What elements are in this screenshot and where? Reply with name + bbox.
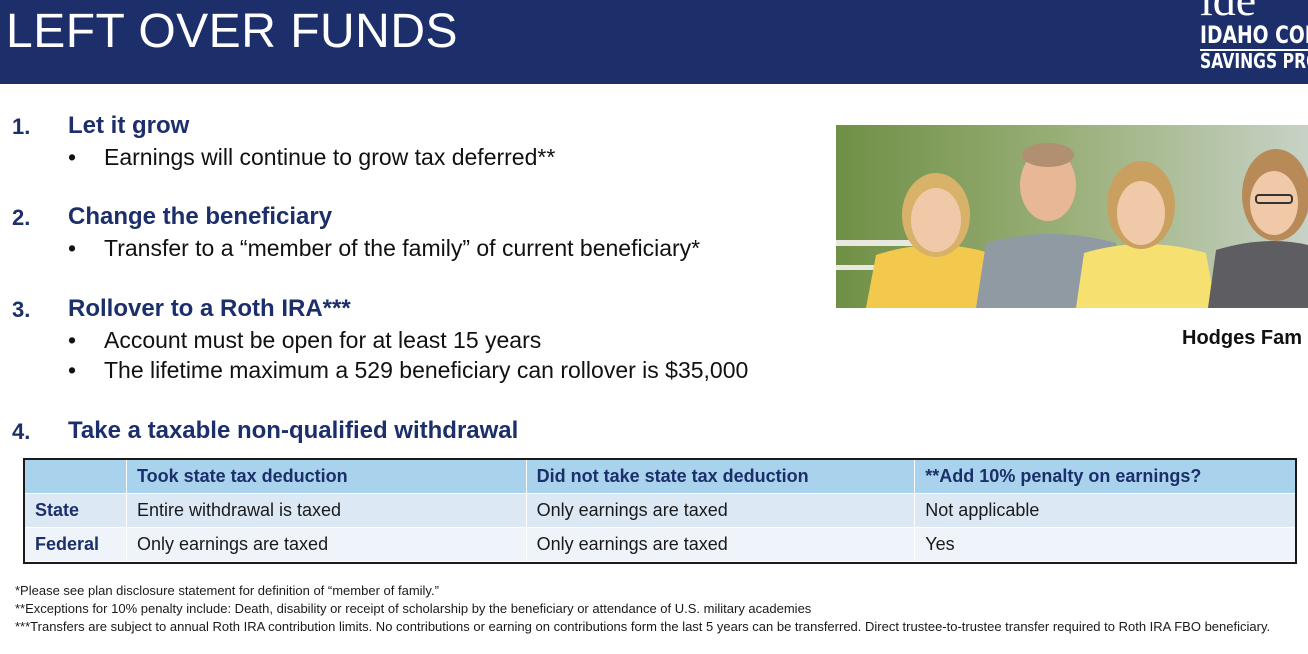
table-cell: Only earnings are taxed	[125, 527, 527, 562]
withdrawal-tax-table: Took state tax deduction Did not take st…	[24, 459, 1296, 562]
option-2-number: 2.	[12, 205, 31, 230]
table-row: State Entire withdrawal is taxed Only ea…	[24, 493, 1296, 528]
logo-mark: ide	[1200, 0, 1256, 23]
table-cell: Only earnings are taxed	[525, 527, 916, 562]
logo-line-1: IDAHO COL	[1200, 21, 1308, 51]
idaho-college-savings-logo: ide IDAHO COL SAVINGS PRO	[1198, 0, 1308, 80]
bullet-icon: •	[68, 235, 77, 261]
table-header-cell: Did not take state tax deduction	[525, 459, 916, 494]
option-3-title: Rollover to a Roth IRA***	[68, 295, 351, 322]
page-title: LEFT OVER FUNDS	[6, 5, 459, 58]
footnote-2: **Exceptions for 10% penalty include: De…	[15, 601, 812, 616]
option-3-number: 3.	[12, 297, 31, 322]
option-2-bullet-1: • Transfer to a “member of the family” of…	[68, 235, 701, 261]
option-4-title: Take a taxable non-qualified withdrawal	[68, 417, 519, 444]
table-cell: Yes	[914, 527, 1296, 562]
option-3-bullet-1: • Account must be open for at least 15 ye…	[68, 327, 542, 353]
table-header-row: Took state tax deduction Did not take st…	[24, 459, 1296, 494]
option-1-title: Let it grow	[68, 112, 190, 139]
table-header-cell: Took state tax deduction	[125, 459, 527, 494]
table-header-cell	[24, 459, 127, 494]
photo-caption: Hodges Fam	[1182, 327, 1303, 349]
table-row: Federal Only earnings are taxed Only ear…	[24, 527, 1296, 562]
title-banner: LEFT OVER FUNDS ide IDAHO COL SAVINGS PR…	[0, 0, 1308, 84]
bullet-icon: •	[68, 144, 77, 170]
option-2-title: Change the beneficiary	[68, 203, 333, 230]
table-header-cell: **Add 10% penalty on earnings?	[914, 459, 1296, 494]
family-photo	[836, 125, 1308, 308]
logo-line-2: SAVINGS PRO	[1200, 49, 1308, 73]
option-1-bullet-1: • Earnings will continue to grow tax defe…	[68, 144, 556, 170]
bullet-icon: •	[68, 357, 77, 383]
option-1-number: 1.	[12, 114, 31, 139]
table-cell: Only earnings are taxed	[525, 493, 916, 528]
table-cell: Not applicable	[914, 493, 1296, 528]
bullet-icon: •	[68, 327, 77, 353]
footnote-3: ***Transfers are subject to annual Roth …	[15, 619, 1271, 634]
footnote-1: *Please see plan disclosure statement fo…	[15, 583, 439, 598]
table-cell: Entire withdrawal is taxed	[125, 493, 527, 528]
row-label: State	[24, 493, 127, 528]
row-label: Federal	[24, 527, 127, 562]
option-3-bullet-2: • The lifetime maximum a 529 beneficiary …	[68, 357, 749, 383]
option-4-number: 4.	[12, 419, 31, 444]
